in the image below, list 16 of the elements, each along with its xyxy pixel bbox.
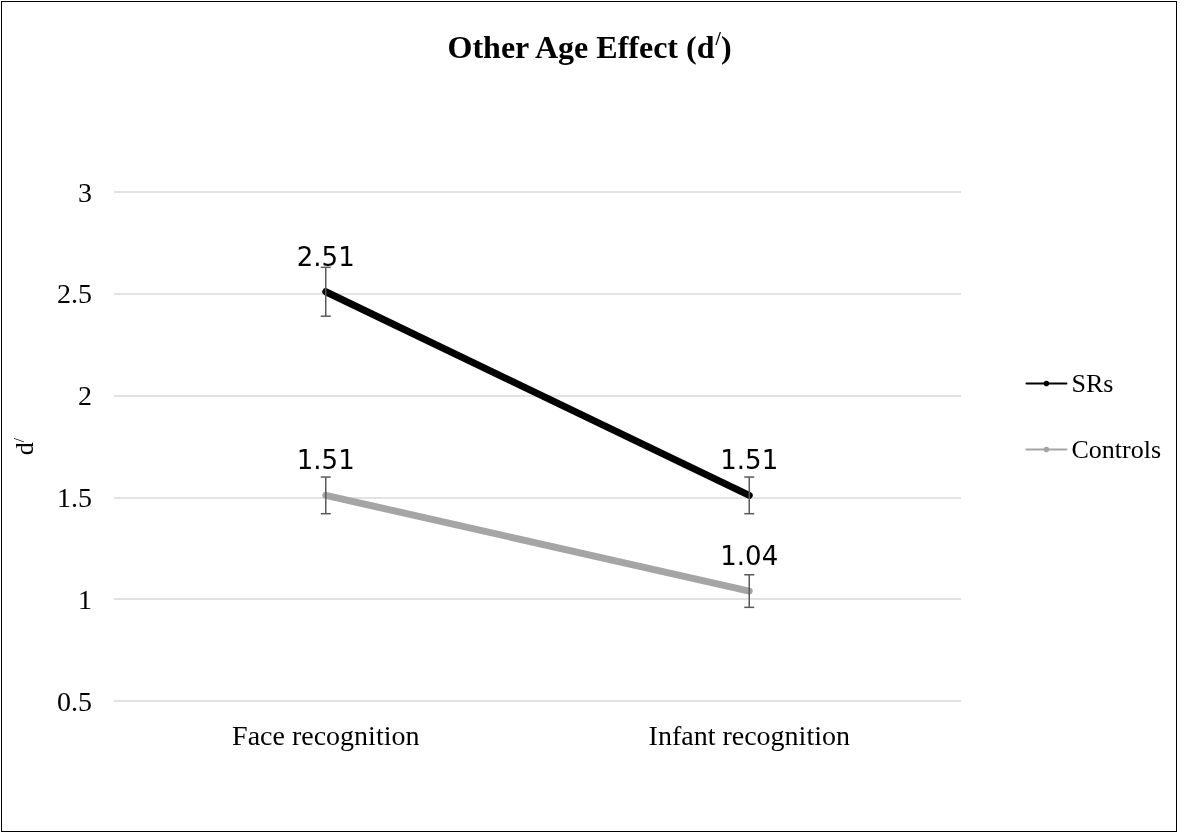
y-axis-title: d/	[9, 437, 39, 456]
chart-title: Other Age Effect (d/)	[447, 28, 732, 65]
data-label: 1.51	[720, 445, 779, 476]
y-tick-label: 1.5	[57, 481, 92, 513]
y-tick-label: 2.5	[57, 278, 92, 310]
y-tick-label: 1	[78, 583, 92, 615]
data-label: 1.51	[296, 445, 355, 476]
y-tick-label: 2	[78, 380, 92, 412]
x-tick-label: Face recognition	[232, 719, 420, 751]
x-tick-label: Infant recognition	[648, 719, 850, 751]
data-label: 1.04	[720, 541, 779, 572]
y-tick-label: 3	[78, 176, 92, 208]
y-tick-label: 0.5	[57, 685, 92, 717]
data-label: 2.51	[296, 241, 355, 272]
legend-label: Controls	[1071, 435, 1162, 464]
legend-label: SRs	[1071, 369, 1114, 398]
